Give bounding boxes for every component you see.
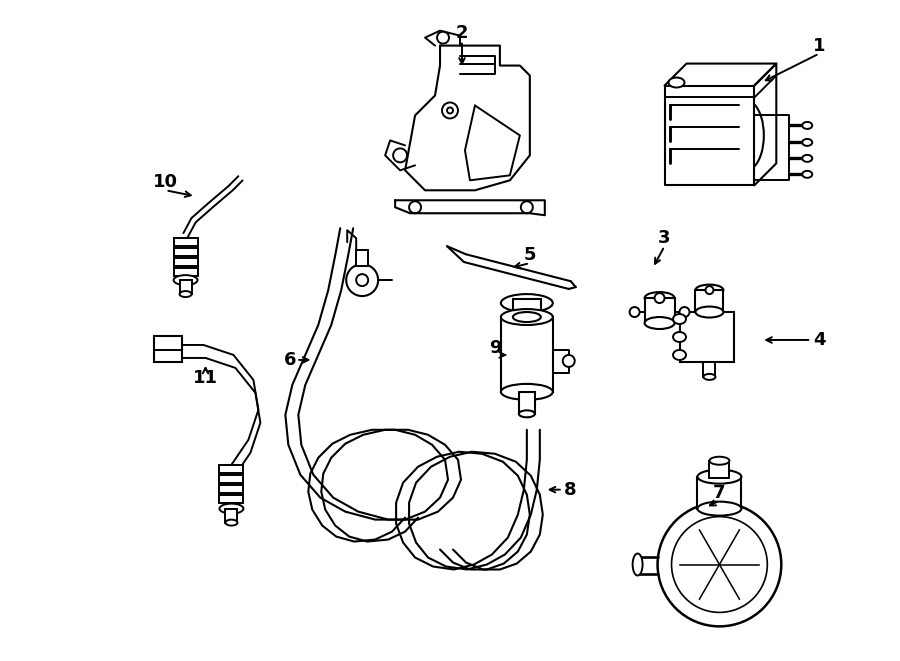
Text: 4: 4 xyxy=(813,331,825,349)
Bar xyxy=(226,508,238,523)
Text: 11: 11 xyxy=(193,369,218,387)
Bar xyxy=(220,475,243,483)
Bar xyxy=(356,250,368,266)
Bar xyxy=(174,258,197,266)
Text: 2: 2 xyxy=(455,24,468,42)
Circle shape xyxy=(671,517,768,612)
Bar xyxy=(174,248,197,256)
Circle shape xyxy=(654,293,664,303)
Bar xyxy=(644,298,674,323)
Ellipse shape xyxy=(696,307,724,317)
Bar xyxy=(704,362,716,377)
Text: 7: 7 xyxy=(713,484,725,502)
Ellipse shape xyxy=(644,317,674,329)
Polygon shape xyxy=(405,46,530,190)
Ellipse shape xyxy=(501,309,553,325)
Ellipse shape xyxy=(226,520,238,525)
Ellipse shape xyxy=(633,553,643,576)
Ellipse shape xyxy=(673,314,686,324)
Bar xyxy=(220,465,243,473)
Bar xyxy=(680,312,734,362)
Circle shape xyxy=(706,286,714,294)
Ellipse shape xyxy=(802,155,812,162)
Ellipse shape xyxy=(802,122,812,129)
Circle shape xyxy=(562,355,575,367)
Ellipse shape xyxy=(519,410,535,417)
Bar xyxy=(698,477,742,508)
Ellipse shape xyxy=(698,470,742,484)
Circle shape xyxy=(658,502,781,627)
Ellipse shape xyxy=(673,332,686,342)
Ellipse shape xyxy=(644,292,674,304)
Text: 5: 5 xyxy=(524,246,536,264)
Bar xyxy=(220,485,243,492)
Text: 1: 1 xyxy=(813,36,825,55)
Ellipse shape xyxy=(802,139,812,146)
Text: 9: 9 xyxy=(489,339,501,357)
Text: 6: 6 xyxy=(284,351,297,369)
Bar xyxy=(180,280,192,294)
Bar xyxy=(174,268,197,276)
Bar xyxy=(154,336,182,362)
Ellipse shape xyxy=(513,312,541,322)
Ellipse shape xyxy=(802,171,812,178)
Bar xyxy=(513,299,541,317)
Ellipse shape xyxy=(174,275,197,285)
Bar xyxy=(174,238,197,246)
Ellipse shape xyxy=(180,291,192,297)
Ellipse shape xyxy=(669,77,685,87)
Ellipse shape xyxy=(704,374,716,380)
Bar xyxy=(519,392,535,414)
Text: 8: 8 xyxy=(563,481,576,498)
Ellipse shape xyxy=(696,285,724,295)
Ellipse shape xyxy=(501,384,553,400)
Circle shape xyxy=(630,307,640,317)
Circle shape xyxy=(680,307,689,317)
Bar xyxy=(220,494,243,502)
Text: 3: 3 xyxy=(658,229,670,247)
Bar xyxy=(696,290,724,312)
Bar xyxy=(709,461,729,478)
Polygon shape xyxy=(395,200,544,215)
Ellipse shape xyxy=(673,350,686,360)
Bar xyxy=(501,317,553,392)
Circle shape xyxy=(346,264,378,296)
Ellipse shape xyxy=(220,504,243,514)
Ellipse shape xyxy=(501,294,553,312)
Text: 10: 10 xyxy=(153,173,178,191)
Ellipse shape xyxy=(698,502,742,516)
Ellipse shape xyxy=(709,457,729,465)
